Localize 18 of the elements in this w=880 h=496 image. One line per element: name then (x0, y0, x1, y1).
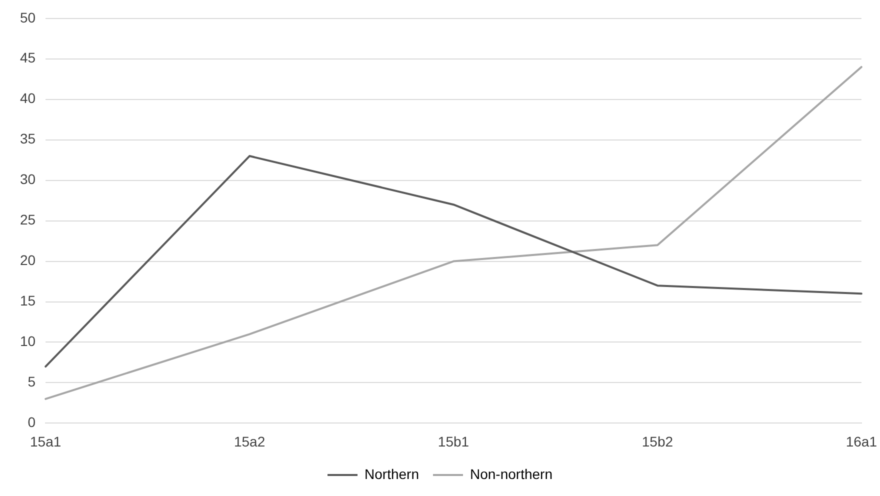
legend-label: Non-northern (470, 466, 552, 482)
y-tick-label: 5 (28, 374, 36, 390)
y-tick-label: 35 (20, 130, 36, 147)
y-tick-label: 10 (20, 333, 36, 350)
y-tick-label: 25 (20, 212, 36, 228)
x-tick-label: 15a1 (30, 433, 62, 450)
y-tick-label: 20 (20, 252, 36, 268)
x-tick-label: 15b2 (642, 433, 674, 450)
x-tick-label: 16a1 (846, 433, 878, 450)
y-tick-label: 50 (20, 9, 36, 26)
x-tick-label: 15b1 (438, 433, 470, 450)
x-tick-label: 15a2 (234, 433, 266, 450)
y-tick-label: 40 (20, 90, 36, 106)
legend-label: Northern (364, 466, 419, 482)
y-tick-label: 0 (28, 414, 36, 430)
y-tick-label: 15 (20, 292, 36, 309)
y-tick-label: 45 (20, 50, 36, 66)
y-tick-label: 30 (20, 171, 36, 188)
